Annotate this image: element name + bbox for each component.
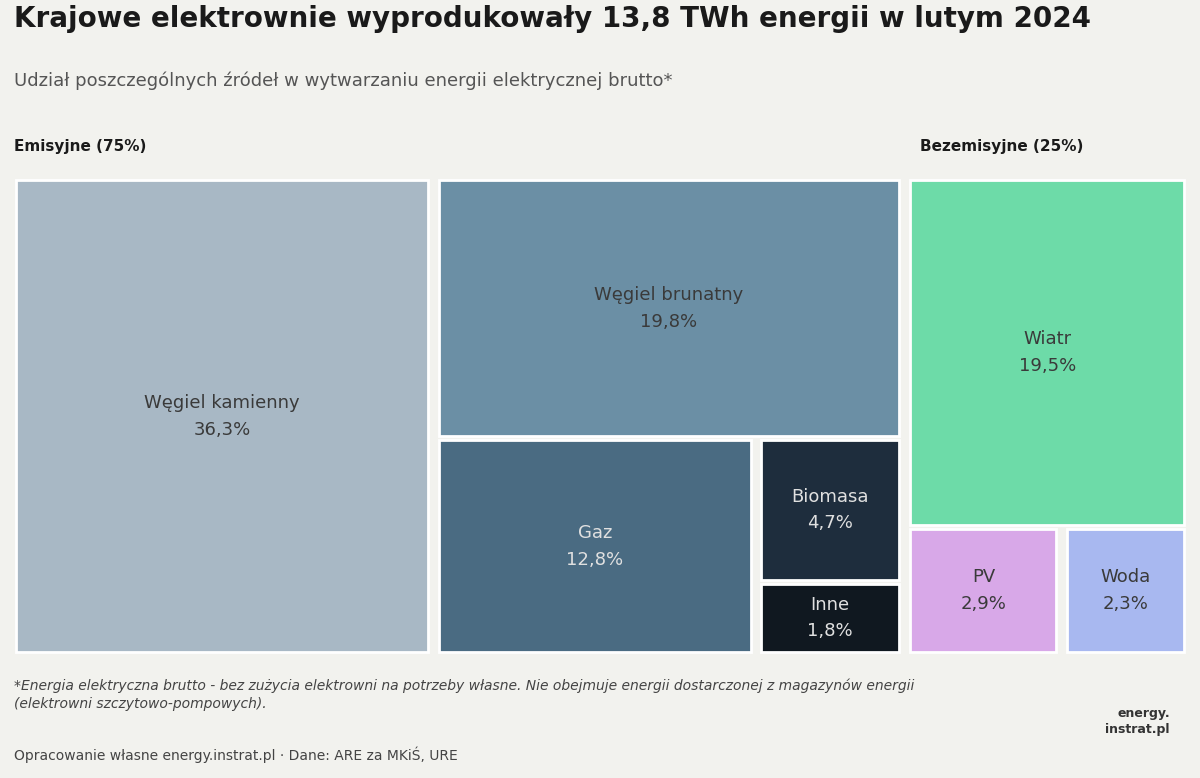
Text: 1,8%: 1,8% <box>808 622 853 640</box>
Text: Opracowanie własne energy.instrat.pl · Dane: ARE za MKiŚ, URE: Opracowanie własne energy.instrat.pl · D… <box>14 747 458 763</box>
Text: 36,3%: 36,3% <box>193 421 251 439</box>
Bar <box>911 529 1056 652</box>
Text: 2,9%: 2,9% <box>960 595 1007 613</box>
Text: 4,7%: 4,7% <box>806 514 853 532</box>
Text: *Energia elektryczna brutto - bez zużycia elektrowni na potrzeby własne. Nie obe: *Energia elektryczna brutto - bez zużyci… <box>14 678 914 711</box>
Text: Woda: Woda <box>1100 569 1151 587</box>
Text: Emisyjne (75%): Emisyjne (75%) <box>14 139 146 154</box>
Bar <box>439 180 899 436</box>
Text: PV: PV <box>972 569 995 587</box>
Text: Biomasa: Biomasa <box>791 488 869 506</box>
Text: Węgiel brunatny: Węgiel brunatny <box>594 286 744 304</box>
Text: 19,5%: 19,5% <box>1019 357 1076 375</box>
Bar <box>1067 529 1184 652</box>
Text: Udział poszczególnych źródeł w wytwarzaniu energii elektrycznej brutto*: Udział poszczególnych źródeł w wytwarzan… <box>14 72 673 90</box>
Bar <box>439 440 750 652</box>
Text: Bezemisyjne (25%): Bezemisyjne (25%) <box>920 139 1084 154</box>
Bar <box>16 180 428 652</box>
Text: Krajowe elektrownie wyprodukowały 13,8 TWh energii w lutym 2024: Krajowe elektrownie wyprodukowały 13,8 T… <box>14 5 1092 33</box>
Text: 2,3%: 2,3% <box>1103 595 1148 613</box>
Text: Węgiel kamienny: Węgiel kamienny <box>144 394 300 412</box>
Text: 19,8%: 19,8% <box>641 313 697 331</box>
Text: Inne: Inne <box>810 596 850 614</box>
Bar <box>761 440 899 580</box>
Text: 12,8%: 12,8% <box>566 551 623 569</box>
Text: energy.
instrat.pl: energy. instrat.pl <box>1105 707 1170 737</box>
Bar <box>761 584 899 652</box>
Bar <box>911 180 1184 525</box>
Text: Wiatr: Wiatr <box>1024 331 1072 349</box>
Text: Gaz: Gaz <box>577 524 612 542</box>
